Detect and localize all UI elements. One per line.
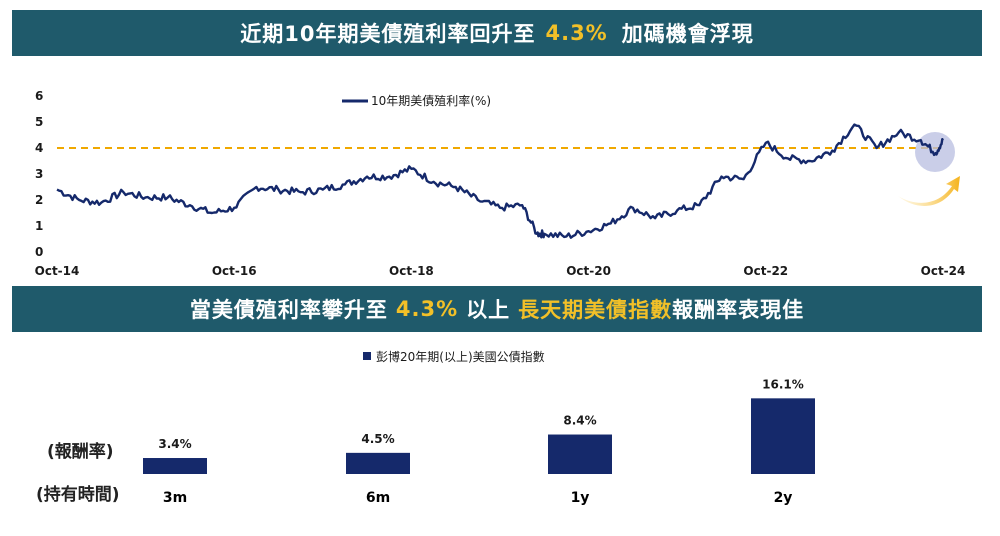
highlight-circle: [915, 132, 955, 172]
top-banner-part2: 加碼機會浮現: [621, 22, 754, 46]
y-tick-label: 0: [35, 245, 43, 259]
bars-group: 3.4% 3m 4.5% 6m 8.4% 1y 16.1% 2y: [143, 377, 815, 506]
legend-label: 10年期美債殖利率(%): [371, 93, 491, 108]
y-tick-label: 4: [35, 141, 43, 155]
y-tick-label: 1: [35, 219, 43, 233]
bar-legend-label: 彭博20年期(以上)美國公債指數: [376, 349, 545, 364]
bar-category-label: 3m: [163, 490, 187, 506]
x-axis-ticks: Oct-14 Oct-16 Oct-18 Oct-20 Oct-22 Oct-24: [35, 264, 966, 278]
x-tick-label: Oct-24: [921, 264, 966, 278]
bottom-banner-part2: 以上: [466, 298, 511, 322]
x-tick-label: Oct-16: [212, 264, 257, 278]
bottom-banner-title: 當美債殖利率攀升至 4.3% 以上 長天期美債指數 報酬率表現佳: [12, 286, 982, 332]
x-tick-label: Oct-14: [35, 264, 80, 278]
bar-category-label: 1y: [571, 490, 590, 506]
x-tick-label: Oct-22: [743, 264, 788, 278]
bar-legend-swatch: [363, 352, 371, 360]
xlabel-holding-period: (持有時間): [36, 484, 120, 505]
bar-6m: [346, 452, 410, 474]
bar-category-label: 2y: [774, 490, 793, 506]
ylabel-returns: (報酬率): [47, 441, 114, 462]
top-banner-highlight: 4.3%: [545, 21, 608, 45]
y-tick-label: 2: [35, 193, 43, 207]
bottom-banner-highlight1: 4.3%: [395, 297, 459, 321]
bar-value-label: 4.5%: [361, 432, 394, 446]
series-line-10y-yield: [56, 123, 944, 239]
bar-value-label: 16.1%: [762, 377, 804, 391]
y-tick-label: 3: [35, 167, 43, 181]
y-tick-label: 6: [35, 89, 43, 103]
y-axis-ticks: 0 1 2 3 4 5 6: [35, 89, 43, 259]
x-tick-label: Oct-18: [389, 264, 434, 278]
bottom-banner-highlight2: 長天期美債指數: [518, 298, 673, 322]
bar-value-label: 3.4%: [158, 437, 191, 451]
bar-1y: [548, 434, 612, 474]
bar-category-label: 6m: [366, 490, 390, 506]
y-tick-label: 5: [35, 115, 43, 129]
bar-3m: [143, 458, 207, 474]
bar-value-label: 8.4%: [563, 414, 596, 428]
up-arrow-icon: [898, 176, 960, 206]
bar-2y: [751, 398, 815, 474]
top-banner-title: 近期10年期美債殖利率回升至 4.3% 加碼機會浮現: [12, 10, 982, 56]
bottom-banner-part1: 當美債殖利率攀升至: [189, 298, 388, 322]
bottom-banner-part3: 報酬率表現佳: [672, 298, 805, 322]
top-banner-part1: 近期10年期美債殖利率回升至: [240, 22, 536, 46]
x-tick-label: Oct-20: [566, 264, 611, 278]
